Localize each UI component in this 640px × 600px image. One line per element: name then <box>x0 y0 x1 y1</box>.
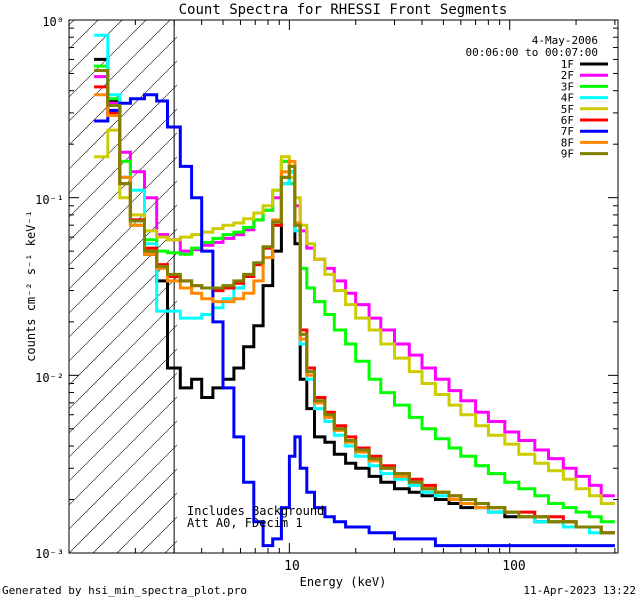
legend-label-5F: 5F <box>561 103 574 116</box>
x-axis-ticks <box>68 20 616 553</box>
legend-label-6F: 6F <box>561 114 574 127</box>
x-tick-label-100: 100 <box>502 559 525 574</box>
series-line-5F <box>94 128 615 505</box>
y-tick-label-0.01: 10⁻² <box>35 371 64 385</box>
x-tick-label-10: 10 <box>284 559 300 574</box>
legend-label-3F: 3F <box>561 80 574 93</box>
series-line-3F <box>94 64 615 524</box>
chart-title: Count Spectra for RHESSI Front Segments <box>179 2 508 18</box>
footer-timestamp: 11-Apr-2023 13:22 <box>523 584 636 597</box>
series-line-9F <box>94 69 615 535</box>
series-line-7F <box>94 93 615 548</box>
x-axis-label: Energy (keV) <box>300 575 387 589</box>
y-tick-label-0.001: 10⁻³ <box>35 547 64 561</box>
legend-label-8F: 8F <box>561 136 574 149</box>
legend-label-7F: 7F <box>561 125 574 138</box>
legend-date: 4-May-2006 <box>532 34 598 47</box>
plot-frame <box>68 19 619 554</box>
legend-label-2F: 2F <box>561 69 574 82</box>
legend-time-range: 00:06:00 to 00:07:00 <box>466 46 598 59</box>
annotation-background: Includes Background <box>187 504 324 518</box>
y-tick-label-1: 10⁰ <box>42 15 64 29</box>
legend: 4-May-2006 00:06:00 to 00:07:00 1F2F3F4F… <box>466 34 608 161</box>
y-axis-ticks <box>69 19 618 554</box>
legend-label-4F: 4F <box>561 92 574 105</box>
series-layer <box>94 33 615 548</box>
y-axis-label: counts cm⁻² s⁻¹ keV⁻¹ <box>24 210 38 362</box>
y-tick-label-0.1: 10⁻¹ <box>35 193 64 207</box>
legend-label-1F: 1F <box>561 58 574 71</box>
annotation-attenuator: Att A0, FDecim 1 <box>187 516 303 530</box>
footer-generated-by: Generated by hsi_min_spectra_plot.pro <box>2 584 247 597</box>
legend-label-9F: 9F <box>561 148 574 161</box>
